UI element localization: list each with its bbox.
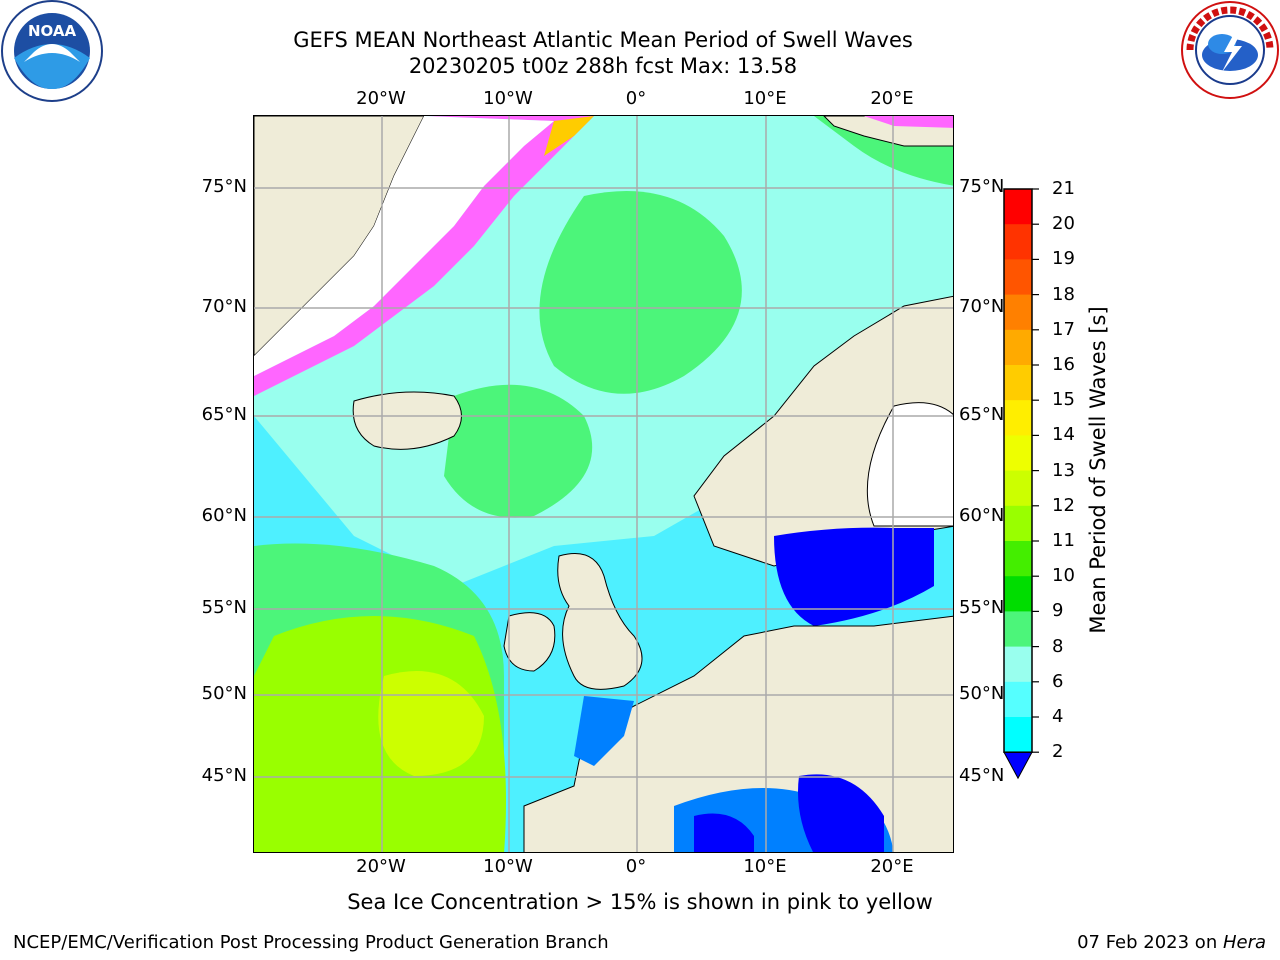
noaa-logo-text: NOAA [28,22,77,40]
colorbar-tick-label: 18 [1052,283,1075,305]
colorbar-tick-label: 13 [1052,459,1075,481]
lat-label-left: 50°N [201,683,247,704]
lat-label-left: 65°N [201,404,247,425]
noaa-logo: NOAA [0,0,104,104]
map-canvas [254,116,953,852]
adriatic-low-swell [798,774,884,852]
colorbar-tick-label: 2 [1052,741,1064,763]
swell-zone-10 [539,191,742,394]
colorbar-tick-label: 8 [1052,635,1064,657]
lat-label-right: 75°N [959,176,1005,197]
colorbar-label: Mean Period of Swell Waves [s] [1086,306,1110,634]
lat-label-right: 70°N [959,296,1005,317]
lat-label-right: 60°N [959,505,1005,526]
lat-label-left: 60°N [201,505,247,526]
colorbar-segment [1004,294,1032,331]
colorbar-tick-label: 6 [1052,670,1064,692]
great-britain-land [557,553,643,690]
colorbar-svg [1003,188,1039,780]
colorbar-tick-label: 11 [1052,530,1075,551]
biscay-swell-zone [574,696,634,766]
swell-zone-13 [378,671,484,776]
lon-label-top: 0° [625,88,647,109]
colorbar-segment [1004,224,1032,260]
swell-period-map [253,115,954,853]
colorbar-segment [1004,365,1032,401]
colorbar-tick-label: 10 [1052,565,1075,587]
colorbar-segment [1004,329,1032,366]
footer-host: Hera [1222,932,1266,953]
lon-label-bottom: 20°E [870,856,914,877]
chart-title: GEFS MEAN Northeast Atlantic Mean Period… [293,28,913,52]
colorbar-extend-arrow [1003,751,1033,780]
colorbar-segment [1004,541,1032,577]
footer-date-text: 07 Feb 2023 on [1077,932,1223,953]
colorbar-tick-label: 4 [1052,706,1064,727]
iceland-land [352,391,462,450]
colorbar-segment [1004,189,1032,225]
colorbar-segment [1004,681,1032,718]
colorbar [1003,188,1039,780]
colorbar-tick-label: 19 [1052,248,1075,270]
colorbar-tick-label: 21 [1052,178,1075,199]
lat-label-right: 45°N [959,765,1005,786]
colorbar-segment [1004,435,1032,472]
lon-label-top: 10°W [483,88,533,109]
colorbar-segment [1004,576,1032,612]
lon-label-top: 20°W [356,88,406,109]
lon-label-bottom: 10°W [483,856,533,877]
baltic-sea [774,527,934,626]
colorbar-segment [1004,646,1032,683]
gulf-of-bothnia-ice [866,402,953,527]
lat-label-left: 55°N [201,597,247,618]
colorbar-segment [1004,717,1032,753]
colorbar-segment [1004,505,1032,542]
sea-ice-edge [864,116,953,128]
lon-label-bottom: 10°E [743,856,787,877]
lon-label-top: 10°E [743,88,787,109]
mediterranean-low-swell [694,813,754,852]
lon-label-bottom: 20°W [356,856,406,877]
lat-label-right: 55°N [959,597,1005,618]
colorbar-segment [1004,400,1032,436]
colorbar-tick-label: 15 [1052,389,1075,411]
colorbar-segment [1004,470,1032,507]
ice-white-area [254,116,554,376]
lon-label-bottom: 0° [625,856,647,877]
swell-zone-10 [444,384,593,518]
lat-label-right: 50°N [959,683,1005,704]
lat-label-right: 65°N [959,404,1005,425]
colorbar-tick-label: 12 [1052,494,1075,516]
lat-label-left: 45°N [201,765,247,786]
sea-ice-edge [544,116,594,156]
colorbar-tick-label: 14 [1052,424,1075,446]
chart-subtitle: 20230205 t00z 288h fcst Max: 13.58 [408,54,798,78]
footer-date: 07 Feb 2023 on Hera [1077,932,1266,953]
colorbar-segment [1004,259,1032,296]
lat-label-left: 70°N [201,296,247,317]
graticule [254,116,953,852]
colorbar-tick-label: 20 [1052,213,1075,235]
colorbar-tick-label: 16 [1052,354,1075,375]
footer-credit: NCEP/EMC/Verification Post Processing Pr… [13,932,609,953]
colorbar-tick-label: 9 [1052,600,1064,622]
ireland-land [503,612,556,672]
lat-label-left: 75°N [201,176,247,197]
lon-label-top: 20°E [870,88,914,109]
colorbar-segment [1004,611,1032,648]
nws-logo [1180,0,1280,100]
colorbar-tick-label: 17 [1052,318,1075,340]
sea-ice-note: Sea Ice Concentration > 15% is shown in … [347,890,933,914]
